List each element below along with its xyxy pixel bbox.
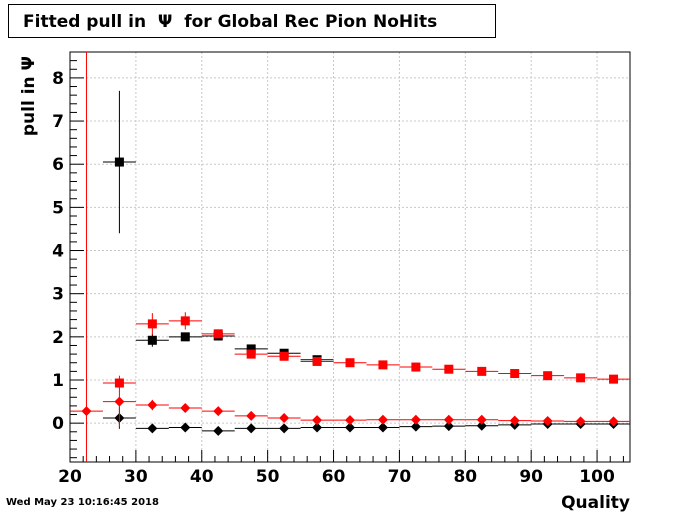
diamond-marker bbox=[476, 414, 487, 425]
x-tick-label: 70 bbox=[388, 467, 412, 487]
diamond-marker bbox=[509, 415, 520, 426]
square-marker bbox=[510, 369, 520, 379]
diamond-marker bbox=[410, 421, 421, 432]
y-tick-label: 3 bbox=[52, 285, 64, 305]
data-series bbox=[70, 90, 630, 436]
diamond-marker bbox=[542, 416, 553, 426]
diamond-marker bbox=[345, 415, 355, 426]
diamond-marker bbox=[312, 415, 323, 426]
square-marker bbox=[246, 349, 256, 359]
square-marker bbox=[378, 360, 388, 370]
diamond-marker bbox=[213, 425, 224, 436]
square-marker bbox=[213, 329, 223, 339]
y-axis-title: pull in Ψ bbox=[19, 56, 39, 136]
series-2 bbox=[102, 312, 630, 388]
timestamp-footer: Wed May 23 10:16:45 2018 bbox=[6, 497, 159, 508]
square-marker bbox=[312, 356, 322, 366]
y-tick-label: 2 bbox=[52, 328, 64, 348]
x-tick-label: 60 bbox=[322, 467, 346, 487]
diamond-marker bbox=[443, 414, 454, 425]
diamond-marker bbox=[608, 416, 619, 427]
diamond-marker bbox=[377, 422, 388, 433]
square-marker bbox=[147, 319, 157, 329]
diamond-marker bbox=[279, 412, 290, 423]
square-marker bbox=[444, 364, 454, 374]
y-tick-label: 8 bbox=[52, 69, 64, 89]
square-marker bbox=[246, 344, 256, 354]
series-4 bbox=[70, 375, 630, 428]
x-tick-label: 40 bbox=[190, 467, 214, 487]
x-tick-label: 90 bbox=[519, 467, 543, 487]
y-tick-label: 4 bbox=[52, 242, 64, 262]
plot-frame bbox=[69, 51, 631, 463]
axis-ticks bbox=[69, 60, 624, 462]
diamond-marker bbox=[246, 410, 257, 421]
grid-lines bbox=[70, 52, 630, 462]
square-marker bbox=[609, 374, 619, 384]
x-axis-title: Quality bbox=[561, 493, 630, 513]
y-tick-label: 5 bbox=[52, 198, 64, 218]
diamond-marker bbox=[476, 420, 487, 431]
diamond-marker bbox=[180, 422, 191, 433]
square-marker bbox=[279, 351, 289, 361]
x-tick-label: 20 bbox=[58, 467, 82, 487]
series-1 bbox=[102, 90, 334, 365]
diamond-marker bbox=[575, 416, 586, 427]
diamond-marker bbox=[246, 423, 257, 434]
diamond-marker bbox=[345, 422, 355, 433]
square-marker bbox=[180, 316, 190, 326]
diamond-marker bbox=[213, 406, 224, 417]
chart-title: Fitted pull in Ψ for Global Rec Pion NoH… bbox=[23, 12, 438, 32]
diamond-marker bbox=[147, 423, 158, 434]
square-marker bbox=[114, 157, 124, 167]
x-tick-label: 50 bbox=[256, 467, 280, 487]
y-tick-label: 6 bbox=[52, 155, 64, 175]
diamond-marker bbox=[410, 414, 421, 425]
x-tick-label: 80 bbox=[453, 467, 477, 487]
square-marker bbox=[147, 335, 157, 345]
x-tick-label: 100 bbox=[579, 467, 615, 487]
chart-title-box: Fitted pull in Ψ for Global Rec Pion NoH… bbox=[8, 4, 496, 38]
diamond-marker bbox=[147, 400, 158, 411]
diamond-marker bbox=[312, 422, 323, 433]
y-tick-label: 1 bbox=[52, 371, 64, 391]
square-marker bbox=[180, 332, 190, 342]
diamond-marker bbox=[180, 403, 191, 414]
square-marker bbox=[543, 371, 553, 381]
y-tick-label: 7 bbox=[52, 112, 64, 132]
x-tick-label: 30 bbox=[124, 467, 148, 487]
square-marker bbox=[576, 373, 586, 383]
diamond-marker bbox=[279, 423, 290, 434]
square-marker bbox=[477, 366, 487, 376]
square-marker bbox=[411, 362, 421, 372]
diamond-marker bbox=[377, 414, 388, 425]
square-marker bbox=[345, 358, 355, 368]
diamond-marker bbox=[443, 421, 454, 432]
y-tick-label: 0 bbox=[52, 414, 64, 434]
diamond-marker bbox=[81, 406, 92, 417]
diamond-marker bbox=[114, 396, 125, 407]
tick-labels: 20 30 40 50 60 70 80 90 100 0 1 2 3 4 5 6 7 8 bbox=[52, 69, 615, 487]
